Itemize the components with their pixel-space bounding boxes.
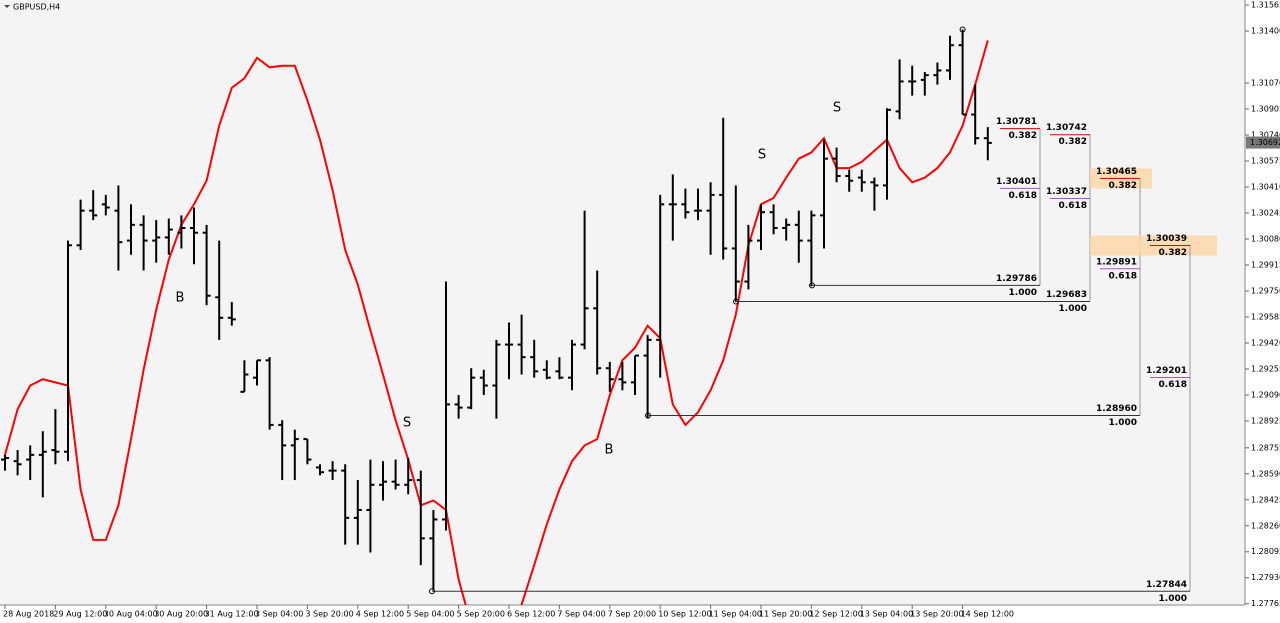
fib-price: 1.30337 [1046, 187, 1087, 197]
x-tick-label: 5 Sep 20:00 [457, 610, 505, 619]
y-tick-label: 1.30080 [1251, 235, 1280, 244]
fib-ratio: 0.618 [1009, 191, 1037, 201]
fib-price: 1.30781 [996, 117, 1037, 127]
x-tick-label: 3 Sep 04:00 [255, 610, 303, 619]
y-tick-label: 1.29585 [1251, 312, 1280, 321]
fib-price: 1.30039 [1146, 234, 1187, 244]
y-tick-label: 1.31565 [1251, 1, 1280, 10]
plot-area [0, 0, 1245, 605]
y-tick-label: 1.29090 [1251, 390, 1280, 399]
y-tick-label: 1.29420 [1251, 338, 1280, 347]
y-tick-label: 1.28590 [1251, 469, 1280, 478]
fib-ratio: 0.382 [1059, 137, 1087, 147]
y-tick-label: 1.31400 [1251, 27, 1280, 36]
current-price-box [1246, 136, 1280, 149]
fib-anchor [429, 588, 435, 595]
x-tick-label: 14 Sep 12:00 [961, 610, 1014, 619]
x-tick-label: 30 Aug 20:00 [154, 610, 208, 619]
current-price-label: 1.30692 [1250, 138, 1280, 147]
x-tick-label: 3 Sep 20:00 [305, 610, 353, 619]
swing-marker [959, 26, 966, 33]
x-tick-label: 13 Sep 20:00 [910, 610, 963, 619]
signal-label: S [833, 101, 841, 116]
plot-layer [1, 29, 992, 605]
fib-price: 1.28960 [1096, 404, 1137, 414]
fib-ratio: 0.382 [1159, 248, 1187, 258]
fib-price: 1.29786 [996, 274, 1037, 284]
y-tick-label: 1.27765 [1251, 599, 1280, 608]
fib-ratio: 1.000 [1109, 418, 1137, 428]
y-tick-label: 1.29915 [1251, 261, 1280, 270]
fib-price: 1.29201 [1146, 366, 1187, 376]
y-tick-label: 1.27930 [1251, 573, 1280, 582]
fib-price: 1.27844 [1146, 580, 1187, 590]
x-tick-label: 11 Sep 20:00 [759, 610, 812, 619]
fib-anchor [645, 412, 651, 419]
x-tick-label: 6 Sep 12:00 [507, 610, 555, 619]
x-tick-label: 10 Sep 12:00 [658, 610, 711, 619]
signal-label: S [758, 148, 766, 163]
y-tick-label: 1.31070 [1251, 79, 1280, 88]
y-tick-label: 1.29255 [1251, 364, 1280, 373]
fib-ratio: 0.618 [1109, 271, 1137, 281]
fib-price: 1.30742 [1046, 123, 1087, 133]
fib-anchor [733, 298, 739, 305]
signal-label: B [605, 443, 614, 458]
y-tick-label: 1.30740 [1251, 131, 1280, 140]
fib-ratio: 1.000 [1059, 304, 1087, 314]
y-tick-label: 1.30905 [1251, 105, 1280, 114]
x-tick-label: 4 Sep 12:00 [356, 610, 404, 619]
fib-price: 1.29891 [1096, 257, 1137, 267]
chart-title: GBPUSD,H4 [13, 3, 60, 12]
fib-ratio: 0.618 [1159, 380, 1187, 390]
x-tick-label: 5 Sep 04:00 [406, 610, 454, 619]
menu-arrow[interactable] [4, 5, 10, 8]
signal-label: B [176, 291, 185, 306]
x-tick-label: 11 Sep 04:00 [709, 610, 762, 619]
signal-label: S [403, 416, 411, 431]
fib-ratio: 0.618 [1059, 201, 1087, 211]
y-tick-label: 1.28260 [1251, 521, 1280, 530]
fib-price: 1.30401 [996, 177, 1037, 187]
moving-average [4, 40, 989, 605]
y-tick-label: 1.28925 [1251, 416, 1280, 425]
fib-ratio: 0.382 [1009, 131, 1037, 141]
y-tick-label: 1.28755 [1251, 443, 1280, 452]
x-tick-label: 7 Sep 20:00 [608, 610, 656, 619]
fib-ratio: 1.000 [1009, 288, 1037, 298]
y-tick-label: 1.28095 [1251, 547, 1280, 556]
x-tick-label: 31 Aug 12:00 [205, 610, 259, 619]
x-tick-label: 13 Sep 04:00 [860, 610, 913, 619]
fib-price: 1.29683 [1046, 290, 1087, 300]
y-tick-label: 1.28425 [1251, 495, 1280, 504]
x-tick-label: 12 Sep 12:00 [809, 610, 862, 619]
x-tick-label: 29 Aug 12:00 [53, 610, 107, 619]
x-tick-label: 7 Sep 04:00 [557, 610, 605, 619]
x-tick-label: 30 Aug 04:00 [104, 610, 158, 619]
fib-ratio: 0.382 [1109, 181, 1137, 191]
y-tick-label: 1.30575 [1251, 157, 1280, 166]
x-tick-label: 28 Aug 2018 [3, 610, 54, 619]
fib-anchor [809, 282, 815, 289]
y-tick-label: 1.29750 [1251, 286, 1280, 295]
fib-ratio: 1.000 [1159, 594, 1187, 604]
y-tick-label: 1.30410 [1251, 183, 1280, 192]
y-tick-label: 1.30245 [1251, 209, 1280, 218]
fib-price: 1.30465 [1096, 167, 1137, 177]
